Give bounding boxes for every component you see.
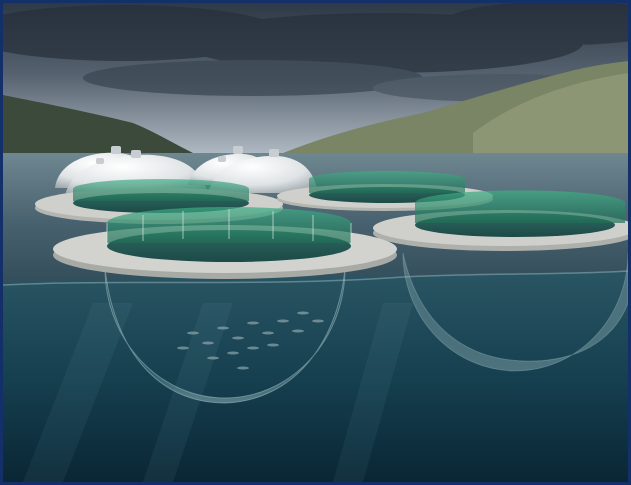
fish-farm-scene	[3, 3, 628, 482]
